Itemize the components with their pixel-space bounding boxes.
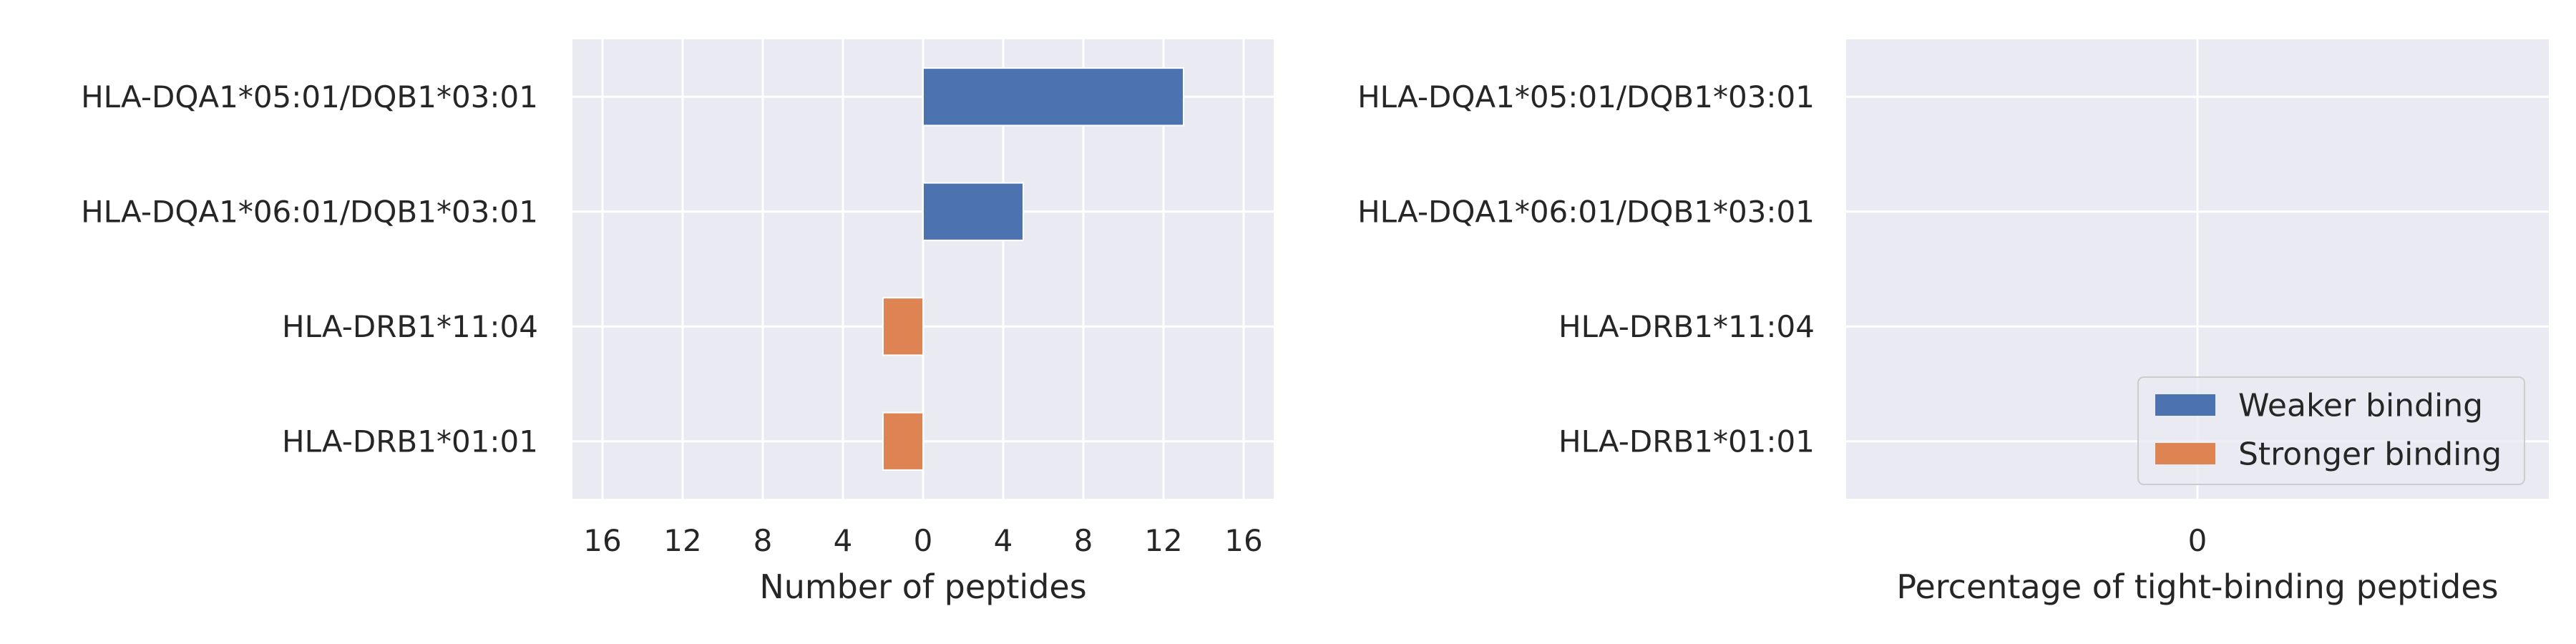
x-tick-label: 0 bbox=[914, 523, 933, 558]
legend-swatch bbox=[2155, 394, 2215, 416]
x-tick-label: 8 bbox=[1074, 523, 1093, 558]
x-tick-label: 12 bbox=[663, 523, 701, 558]
y-tick-label: HLA-DRB1*11:04 bbox=[1558, 309, 1815, 344]
right-chart: HLA-DQA1*05:01/DQB1*03:01 HLA-DQA1*06:01/… bbox=[1357, 39, 2549, 606]
x-tick-label: 4 bbox=[834, 523, 853, 558]
y-tick-label: HLA-DRB1*11:04 bbox=[282, 309, 538, 344]
legend-swatch bbox=[2155, 443, 2215, 464]
left-chart: HLA-DQA1*05:01/DQB1*03:01 HLA-DQA1*06:01/… bbox=[81, 39, 1274, 606]
y-tick-label: HLA-DQA1*06:01/DQB1*03:01 bbox=[1357, 194, 1815, 229]
x-axis-label: Percentage of tight-binding peptides bbox=[1896, 567, 2498, 606]
x-tick-label: 16 bbox=[583, 523, 621, 558]
x-axis-label: Number of peptides bbox=[759, 567, 1086, 606]
x-tick-label: 12 bbox=[1144, 523, 1182, 558]
legend-label: Weaker binding bbox=[2238, 388, 2483, 424]
legend-box bbox=[2137, 376, 2525, 485]
bar bbox=[882, 411, 924, 471]
y-tick-label: HLA-DRB1*01:01 bbox=[282, 424, 538, 459]
bar bbox=[922, 67, 1184, 127]
y-tick-label: HLA-DQA1*05:01/DQB1*03:01 bbox=[81, 79, 538, 114]
y-tick-label: HLA-DRB1*01:01 bbox=[1558, 424, 1815, 459]
legend: Weaker binding Stronger binding bbox=[2137, 376, 2525, 485]
x-tick-label: 0 bbox=[2188, 523, 2207, 558]
bar bbox=[922, 182, 1024, 241]
x-tick-label: 16 bbox=[1224, 523, 1262, 558]
x-tick-label: 4 bbox=[994, 523, 1013, 558]
legend-label: Stronger binding bbox=[2238, 436, 2502, 473]
bar bbox=[882, 297, 924, 356]
y-tick-label: HLA-DQA1*05:01/DQB1*03:01 bbox=[1357, 79, 1815, 114]
y-tick-label: HLA-DQA1*06:01/DQB1*03:01 bbox=[81, 194, 538, 229]
x-tick-label: 8 bbox=[753, 523, 773, 558]
